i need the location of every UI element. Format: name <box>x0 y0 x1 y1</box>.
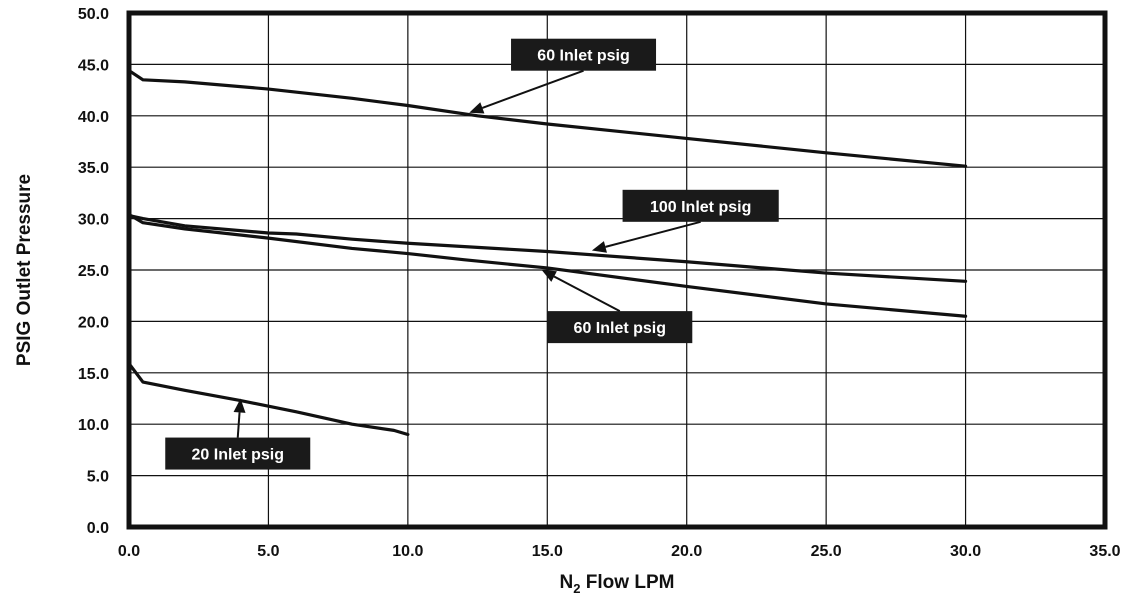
y-tick-label: 0.0 <box>87 520 109 537</box>
y-tick-label: 10.0 <box>78 417 109 434</box>
x-axis-title-subscript: 2 <box>573 581 580 596</box>
annotation-label: 100 Inlet psig <box>650 199 751 216</box>
annotation-arrow <box>482 69 584 109</box>
series-line <box>127 68 968 168</box>
y-tick-label: 50.0 <box>78 6 109 23</box>
x-tick-label: 5.0 <box>257 543 279 560</box>
y-tick-label: 40.0 <box>78 109 109 126</box>
series-line <box>127 361 410 437</box>
x-tick-label: 10.0 <box>392 543 423 560</box>
series-line <box>127 212 968 318</box>
y-tick-label: 5.0 <box>87 469 109 486</box>
annotation: 20 Inlet psig <box>165 398 311 470</box>
annotation-arrowhead <box>591 241 607 253</box>
annotation-label: 60 Inlet psig <box>574 320 666 337</box>
y-tick-label: 20.0 <box>78 314 109 331</box>
x-tick-label: 0.0 <box>118 543 140 560</box>
y-tick-label: 45.0 <box>78 57 109 74</box>
y-tick-labels: 0.0 5.0 10.0 15.0 20.0 25.0 30.0 35.0 40.0 45.0 50… <box>78 6 109 537</box>
x-tick-label: 20.0 <box>671 543 702 560</box>
plot-frame <box>126 10 1108 530</box>
y-tick-label: 35.0 <box>78 160 109 177</box>
y-tick-label: 15.0 <box>78 366 109 383</box>
x-tick-label: 30.0 <box>950 543 981 560</box>
annotation-arrowhead <box>233 398 246 413</box>
annotation-box <box>511 38 657 71</box>
y-tick-label: 25.0 <box>78 263 109 280</box>
annotation: 100 Inlet psig <box>591 189 779 253</box>
y-tick-label: 30.0 <box>78 212 109 229</box>
x-tick-label: 35.0 <box>1089 543 1120 560</box>
x-axis-title-main: N <box>560 572 574 593</box>
x-tick-label: 15.0 <box>532 543 563 560</box>
annotation: 60 Inlet psig <box>469 38 657 114</box>
annotation-box <box>165 437 311 470</box>
annotation-arrowhead <box>541 270 557 282</box>
annotation-arrow <box>553 275 621 313</box>
annotation-arrow <box>236 412 241 438</box>
annotation-box <box>622 189 779 222</box>
annotation: 60 Inlet psig <box>541 270 693 344</box>
annotation-box <box>547 311 693 344</box>
annotation-label: 60 Inlet psig <box>537 48 629 65</box>
series-line <box>127 213 968 283</box>
series-lines <box>127 68 968 437</box>
x-tick-label: 25.0 <box>811 543 842 560</box>
callouts: 60 Inlet psig 100 Inlet psig 60 Inlet psig… <box>165 38 779 470</box>
annotation-label: 20 Inlet psig <box>192 447 284 464</box>
annotation-arrowhead <box>469 102 485 114</box>
x-tick-labels: 0.0 5.0 10.0 15.0 20.0 25.0 30.0 35.0 <box>118 543 1121 560</box>
x-axis-title-rest: Flow LPM <box>581 572 675 593</box>
annotation-arrow <box>605 220 701 248</box>
y-axis-title: PSIG Outlet Pressure <box>14 174 35 366</box>
x-axis-title: N2 Flow LPM <box>560 572 675 596</box>
